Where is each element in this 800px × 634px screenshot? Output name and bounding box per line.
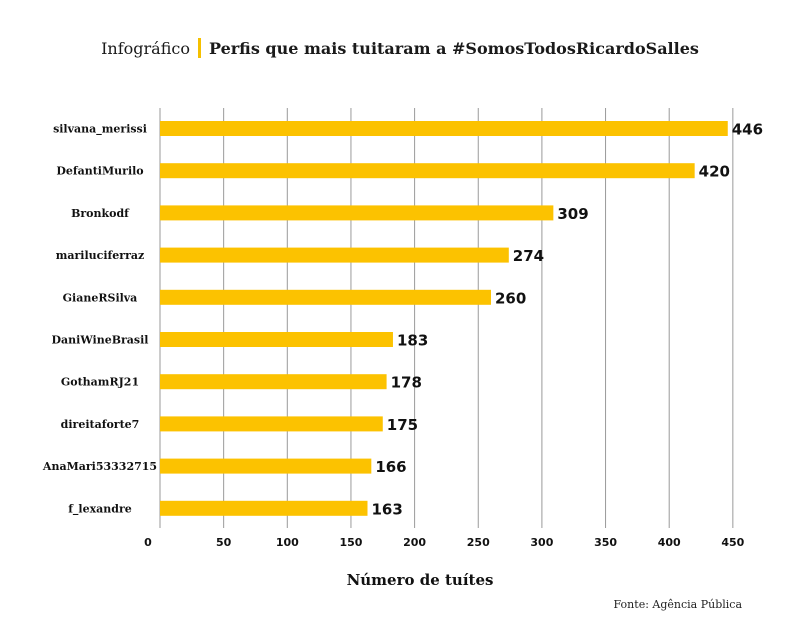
data-label: 260 bbox=[495, 289, 526, 307]
data-label: 420 bbox=[699, 163, 730, 181]
bar bbox=[160, 332, 393, 347]
value-labels: 446 420 309 274 260 183 178 175 166 163 bbox=[371, 121, 763, 519]
bar bbox=[160, 458, 372, 474]
header: Infográfico Perfis que mais tuitaram a #S… bbox=[0, 38, 800, 58]
bar bbox=[160, 247, 509, 263]
bar bbox=[160, 374, 387, 390]
x-tick-label: 350 bbox=[594, 536, 617, 549]
data-label: 163 bbox=[371, 500, 402, 518]
x-tick-label: 200 bbox=[403, 536, 426, 549]
x-tick-label: 50 bbox=[216, 536, 232, 549]
x-tick-label: 0 bbox=[144, 536, 152, 549]
data-label: 183 bbox=[397, 332, 428, 350]
bar bbox=[160, 121, 728, 136]
bar bbox=[160, 416, 383, 432]
x-axis-label: Número de tuítes bbox=[347, 571, 494, 589]
data-label: 309 bbox=[557, 205, 588, 223]
x-tick-label: 150 bbox=[339, 536, 362, 549]
bar bbox=[160, 163, 695, 179]
header-separator bbox=[197, 38, 201, 58]
x-tick-label: 400 bbox=[658, 536, 681, 549]
data-label: 178 bbox=[391, 374, 422, 392]
kicker-label: Infográfico bbox=[101, 39, 190, 58]
data-label: 175 bbox=[387, 416, 418, 434]
category-label: GothamRJ21 bbox=[61, 376, 139, 389]
source-note: Fonte: Agência Pública bbox=[613, 598, 742, 611]
bar bbox=[160, 500, 368, 516]
data-label: 274 bbox=[513, 247, 544, 265]
x-tick-label: 300 bbox=[530, 536, 553, 549]
bars bbox=[160, 121, 728, 516]
category-label: f_lexandre bbox=[68, 502, 132, 516]
category-label: mariluciferraz bbox=[56, 249, 145, 262]
category-label: direitaforte7 bbox=[61, 418, 140, 431]
bar bbox=[160, 205, 554, 221]
category-label: DaniWineBrasil bbox=[52, 334, 149, 347]
chart-title: Perfis que mais tuitaram a #SomosTodosRi… bbox=[208, 39, 699, 58]
data-label: 446 bbox=[732, 121, 763, 139]
x-tick-label: 450 bbox=[721, 536, 744, 549]
data-label: 166 bbox=[375, 458, 406, 476]
category-labels: silvana_merissi DefantiMurilo Bronkodf mari… bbox=[42, 123, 157, 517]
bar bbox=[160, 289, 491, 305]
category-label: silvana_merissi bbox=[53, 123, 147, 137]
x-tick-labels: 0 50 100 150 200 250 300 350 400 450 bbox=[144, 536, 745, 549]
x-tick-label: 100 bbox=[276, 536, 299, 549]
category-label: GianeRSilva bbox=[63, 291, 138, 304]
x-tick-label: 250 bbox=[467, 536, 490, 549]
category-label: AnaMari53332715 bbox=[42, 460, 157, 473]
category-label: DefantiMurilo bbox=[56, 165, 143, 178]
category-label: Bronkodf bbox=[71, 207, 130, 220]
